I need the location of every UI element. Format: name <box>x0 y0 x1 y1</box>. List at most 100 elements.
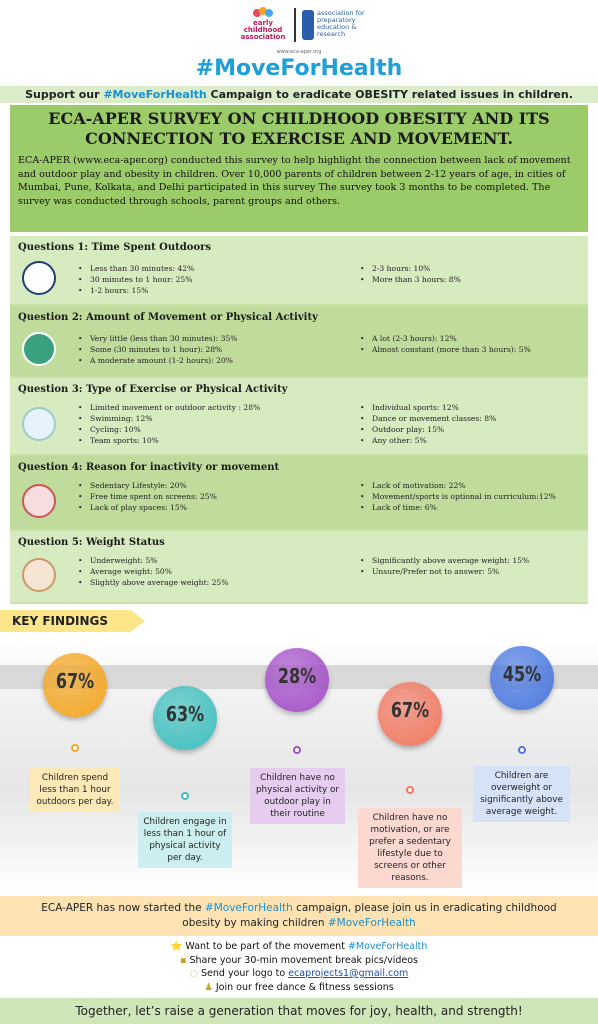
question-item: Average weight: 50% <box>90 566 350 577</box>
logo-left-text: early childhood association <box>240 19 286 41</box>
action-icon: ♟ <box>204 981 213 993</box>
question-item: Almost constant (more than 3 hours): 5% <box>372 344 582 355</box>
question-title: Question 5: Weight Status <box>18 537 165 548</box>
question-item: 30 minutes to 1 hour: 25% <box>90 274 350 285</box>
question-title: Question 3: Type of Exercise or Physical… <box>18 384 288 395</box>
survey-box: ECA-APER SURVEY ON CHILDHOOD OBESITY AND… <box>10 105 588 232</box>
logo-icon <box>253 7 273 17</box>
question-left-list: Limited movement or outdoor activity : 2… <box>90 402 350 446</box>
finding-percent: 45% <box>502 662 542 686</box>
logo-right-text: association for preparatory education & … <box>317 9 365 38</box>
url: www.eca-aper.org <box>276 49 322 55</box>
finding-dot <box>181 792 189 800</box>
action-text: Send your logo to <box>201 968 289 979</box>
finding-text: Children have no motivation, or are pref… <box>358 808 462 888</box>
question-row: Question 2: Amount of Movement or Physic… <box>10 306 588 376</box>
action-link: ecaprojects1@gmail.com <box>288 968 409 979</box>
actions: ⭐ Want to be part of the movement #MoveFo… <box>0 940 598 994</box>
finding-percent: 67% <box>55 669 95 693</box>
question-left-list: Underweight: 5%Average weight: 50%Slight… <box>90 555 350 588</box>
question-icon <box>22 332 56 366</box>
logo-divider <box>294 8 296 42</box>
question-row: Question 3: Type of Exercise or Physical… <box>10 378 588 454</box>
finding-percent: 67% <box>390 698 430 722</box>
question-right-list: Individual sports: 12%Dance or movement … <box>372 402 582 446</box>
text-segment: ECA-APER has now started the <box>41 902 205 914</box>
finding-dot <box>71 744 79 752</box>
finding-circle <box>43 653 107 717</box>
finding-circle <box>378 682 442 746</box>
question-item: Lack of play spaces: 15% <box>90 502 350 513</box>
survey-intro: ECA-APER (www.eca-aper.org) conducted th… <box>18 155 571 207</box>
question-item: Movement/sports is optional in curriculu… <box>372 491 582 502</box>
finding-percent: 63% <box>165 702 205 726</box>
question-left-list: Very little (less than 30 minutes): 35%S… <box>90 333 350 366</box>
question-row: Question 5: Weight Status Underweight: 5%… <box>10 531 588 602</box>
text-segment: Campaign to eradicate OBESITY related is… <box>206 88 573 101</box>
question-item: Individual sports: 12% <box>372 402 582 413</box>
key-findings-label: KEY FINDINGS <box>0 610 145 632</box>
finding-circle <box>490 646 554 710</box>
question-title: Question 2: Amount of Movement or Physic… <box>18 312 318 323</box>
question-item: Any other: 5% <box>372 435 582 446</box>
question-item: Swimming: 12% <box>90 413 350 424</box>
question-item: Unsure/Prefer not to answer: 5% <box>372 566 582 577</box>
question-item: Team sports: 10% <box>90 435 350 446</box>
question-icon <box>22 483 56 518</box>
question-right-list: Lack of motivation: 22%Movement/sports i… <box>372 480 582 513</box>
text-segment: Support our <box>25 88 104 101</box>
finding-text: Children have no physical activity or ou… <box>250 768 345 824</box>
question-row: Questions 1: Time Spent Outdoors Less tha… <box>10 236 588 304</box>
questions: Questions 1: Time Spent Outdoors Less tha… <box>10 236 588 604</box>
question-item: A lot (2-3 hours): 12% <box>372 333 582 344</box>
question-title: Questions 1: Time Spent Outdoors <box>18 242 212 253</box>
action-text: Share your 30-min movement break pics/vi… <box>189 954 418 966</box>
question-item: Less than 30 minutes: 42% <box>90 263 350 274</box>
question-item: Lack of time: 6% <box>372 502 582 513</box>
action-text: Join our free dance & fitness sessions <box>215 981 394 993</box>
question-item: Cycling: 10% <box>90 424 350 435</box>
action-icon: ▪ <box>180 954 187 966</box>
question-left-list: Less than 30 minutes: 42%30 minutes to 1… <box>90 263 350 296</box>
support-banner: Support our #MoveForHealth Campaign to e… <box>0 86 598 103</box>
question-right-list: Significantly above average weight: 15%U… <box>372 555 582 577</box>
action-line: ◌ Send your logo to ecaprojects1@gmail.co… <box>0 967 598 981</box>
hashtag-title: #MoveForHealth <box>195 56 403 81</box>
hashtag: #MoveForHealth <box>103 88 207 101</box>
campaign-banner: ECA-APER has now started the #MoveForHea… <box>0 896 598 936</box>
question-title: Question 4: Reason for inactivity or mov… <box>18 462 280 473</box>
finding-dot <box>293 746 301 754</box>
question-item: 1-2 hours: 15% <box>90 285 350 296</box>
question-item: Limited movement or outdoor activity : 2… <box>90 402 350 413</box>
question-item: Very little (less than 30 minutes): 35% <box>90 333 350 344</box>
question-left-list: Sedentary Lifestyle: 20%Free time spent … <box>90 480 350 513</box>
hashtag: #MoveForHealth <box>327 917 416 929</box>
finding-dot <box>518 746 526 754</box>
question-item: Dance or movement classes: 8% <box>372 413 582 424</box>
finding-dot <box>406 786 414 794</box>
finding-text: Children are overweight or significantly… <box>473 766 570 822</box>
action-text: Want to be part of the movement <box>185 941 348 952</box>
question-item: 2-3 hours: 10% <box>372 263 582 274</box>
question-icon <box>22 261 56 295</box>
question-icon <box>22 407 56 441</box>
question-row: Question 4: Reason for inactivity or mov… <box>10 456 588 529</box>
action-icon: ◌ <box>189 968 199 979</box>
question-item: Underweight: 5% <box>90 555 350 566</box>
text-segment: campaign, please join us in eradicating … <box>182 902 557 929</box>
action-link: #MoveForHealth <box>347 941 428 952</box>
finding-circle <box>153 686 217 750</box>
question-item: Free time spent on screens: 25% <box>90 491 350 502</box>
hashtag: #MoveForHealth <box>204 902 293 914</box>
footer: Together, let’s raise a generation that … <box>0 998 598 1024</box>
logo-left: early childhood association <box>238 6 288 46</box>
question-right-list: A lot (2-3 hours): 12%Almost constant (m… <box>372 333 582 355</box>
survey-title: ECA-APER SURVEY ON CHILDHOOD OBESITY AND… <box>48 109 550 148</box>
question-item: Some (30 minutes to 1 hour): 28% <box>90 344 350 355</box>
question-item: A moderate amount (1-2 hours): 20% <box>90 355 350 366</box>
question-item: Lack of motivation: 22% <box>372 480 582 491</box>
question-item: More than 3 hours: 8% <box>372 274 582 285</box>
question-icon <box>22 557 56 592</box>
finding-text: Children engage in less than 1 hour of p… <box>138 812 232 868</box>
